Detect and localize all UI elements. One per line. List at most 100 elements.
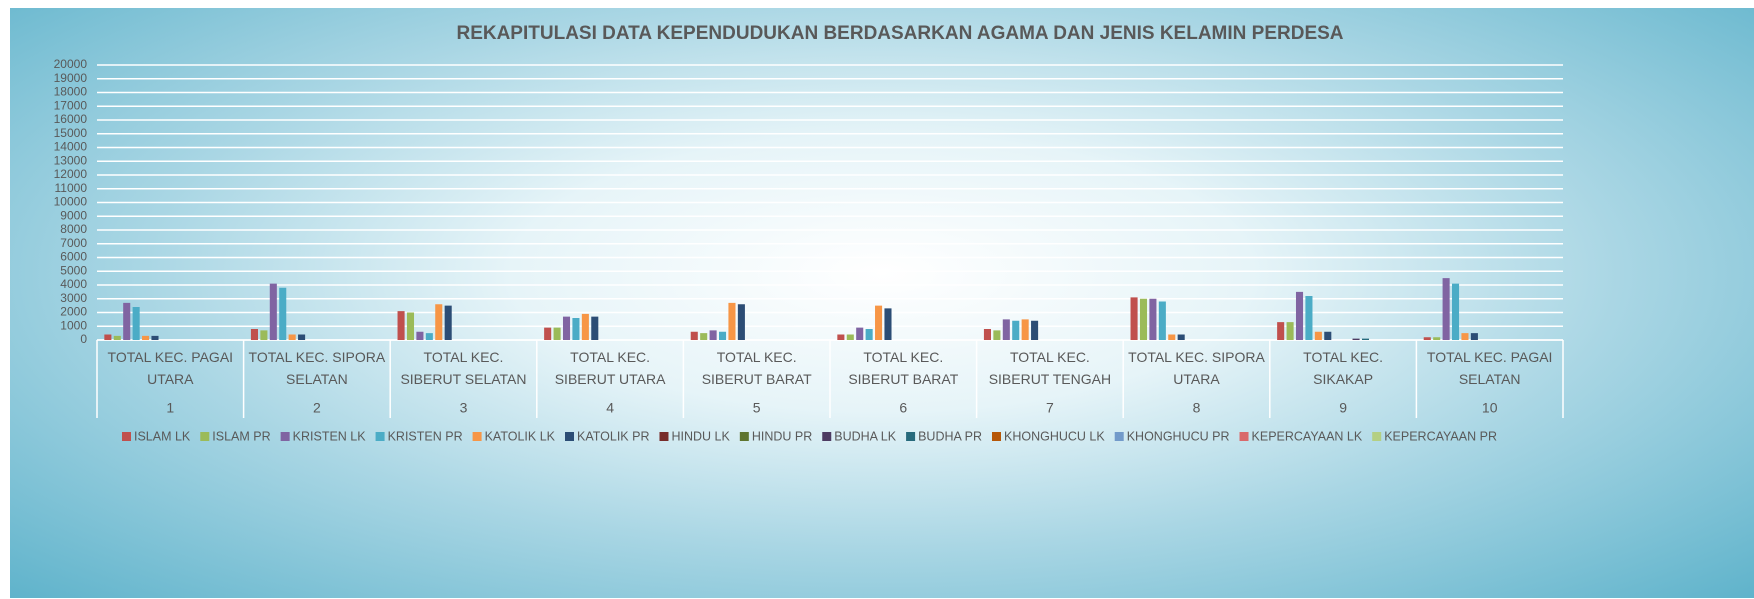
bar bbox=[884, 308, 892, 340]
bar bbox=[1012, 320, 1020, 340]
x-category: TOTAL KEC. SIPORA SELATAN bbox=[248, 349, 386, 387]
legend-swatch bbox=[1372, 432, 1382, 441]
bar bbox=[1352, 338, 1360, 340]
bar bbox=[1286, 322, 1294, 340]
x-tick-label: TOTAL KEC. SIPORA UTARA bbox=[1128, 349, 1265, 387]
y-tick-label: 20000 bbox=[54, 57, 88, 71]
x-category: TOTAL KEC. PAGAI SELATAN bbox=[1427, 349, 1553, 387]
legend-label: HINDU LK bbox=[671, 429, 730, 443]
bar bbox=[719, 331, 727, 340]
y-tick-label: 7000 bbox=[60, 236, 87, 250]
bar bbox=[1149, 298, 1157, 340]
legend-label: ISLAM LK bbox=[134, 429, 191, 443]
legend-label: ISLAM PR bbox=[212, 429, 270, 443]
y-tick-label: 18000 bbox=[54, 85, 88, 99]
y-tick-label: 13000 bbox=[54, 153, 88, 167]
bar bbox=[591, 316, 599, 340]
bar bbox=[1361, 338, 1370, 340]
bar bbox=[416, 331, 424, 340]
legend-label: KATOLIK LK bbox=[485, 429, 556, 443]
bar bbox=[856, 327, 864, 340]
bar bbox=[104, 334, 112, 340]
y-tick-label: 2000 bbox=[60, 305, 87, 319]
bar bbox=[425, 333, 433, 340]
bar bbox=[1130, 297, 1138, 340]
bar bbox=[298, 334, 306, 340]
bar bbox=[1295, 291, 1304, 340]
x-group-label: 3 bbox=[460, 400, 468, 416]
x-category: TOTAL KEC. SIBERUT UTARA bbox=[554, 349, 666, 387]
bar bbox=[1423, 337, 1431, 340]
bar bbox=[1442, 278, 1450, 340]
x-tick-label: TOTAL KEC. SIBERUT TENGAH bbox=[988, 349, 1112, 387]
bar bbox=[1158, 301, 1166, 340]
legend-swatch bbox=[739, 432, 749, 441]
legend-swatch bbox=[906, 432, 916, 441]
bar bbox=[1305, 296, 1313, 340]
bar bbox=[132, 307, 140, 340]
legend-label: KHONGHUCU LK bbox=[1004, 429, 1105, 443]
legend-label: KRISTEN PR bbox=[388, 429, 463, 443]
y-tick-label: 5000 bbox=[60, 263, 87, 277]
bar bbox=[288, 334, 296, 340]
bar bbox=[435, 304, 443, 340]
bar bbox=[983, 329, 991, 340]
bar bbox=[709, 330, 717, 340]
bar bbox=[1177, 334, 1185, 340]
x-tick-label: TOTAL KEC. SIBERUT SELATAN bbox=[400, 349, 527, 387]
y-tick-label: 17000 bbox=[54, 98, 88, 112]
y-tick-label: 3000 bbox=[60, 291, 87, 305]
bar bbox=[397, 311, 405, 340]
bar bbox=[1452, 283, 1460, 340]
legend-swatch bbox=[992, 432, 1001, 441]
bar bbox=[1277, 322, 1285, 340]
bar bbox=[837, 334, 845, 340]
legend-swatch bbox=[565, 432, 574, 441]
legend-label: HINDU PR bbox=[752, 429, 812, 443]
legend-label: BUDHA LK bbox=[834, 429, 896, 443]
legend-label: KEPERCAYAAN PR bbox=[1384, 429, 1497, 443]
bar bbox=[1470, 333, 1478, 340]
y-tick-label: 6000 bbox=[60, 250, 87, 264]
bar bbox=[700, 333, 708, 340]
legend-swatch bbox=[1114, 432, 1124, 441]
x-group-label: 7 bbox=[1046, 400, 1054, 416]
legend-swatch bbox=[822, 432, 832, 441]
bar bbox=[728, 302, 736, 340]
bar bbox=[737, 304, 745, 340]
x-category: TOTAL KEC. SIBERUT BARAT bbox=[701, 349, 812, 387]
bar bbox=[123, 302, 131, 340]
bar bbox=[1314, 331, 1322, 340]
bar bbox=[113, 335, 121, 340]
bar bbox=[444, 305, 452, 340]
legend-swatch bbox=[1239, 432, 1249, 441]
y-tick-label: 1000 bbox=[60, 318, 87, 332]
x-category: TOTAL KEC. SIBERUT BARAT DAYA bbox=[848, 349, 958, 396]
legend-swatch bbox=[472, 432, 482, 441]
bar bbox=[553, 327, 561, 340]
bar bbox=[1139, 298, 1148, 340]
y-tick-label: 8000 bbox=[60, 222, 87, 236]
x-category: TOTAL KEC. SIBERUT SELATAN bbox=[400, 349, 527, 387]
x-category: TOTAL KEC. SIPORA UTARA bbox=[1128, 349, 1265, 387]
x-tick-label: TOTAL KEC. PAGAI UTARA bbox=[107, 349, 234, 387]
bar bbox=[279, 287, 287, 340]
x-group-label: 10 bbox=[1482, 400, 1498, 416]
bar bbox=[1031, 320, 1039, 340]
x-tick-label: TOTAL KEC. SIBERUT BARAT bbox=[701, 349, 812, 387]
bar bbox=[1433, 337, 1441, 340]
x-tick-label: TOTAL KEC. SIPORA SELATAN bbox=[248, 349, 386, 387]
x-group-label: 5 bbox=[753, 400, 761, 416]
legend-label: KATOLIK PR bbox=[577, 429, 649, 443]
bar bbox=[151, 335, 159, 340]
x-group-label: 6 bbox=[899, 400, 907, 416]
legend-swatch bbox=[659, 432, 669, 441]
bar bbox=[250, 329, 258, 340]
legend-label: KHONGHUCU PR bbox=[1127, 429, 1230, 443]
bar bbox=[406, 312, 415, 340]
y-tick-label: 15000 bbox=[54, 126, 88, 140]
x-tick-label: TOTAL KEC. SIBERUT UTARA bbox=[554, 349, 666, 387]
bar bbox=[993, 330, 1001, 340]
x-group-label: 8 bbox=[1193, 400, 1201, 416]
